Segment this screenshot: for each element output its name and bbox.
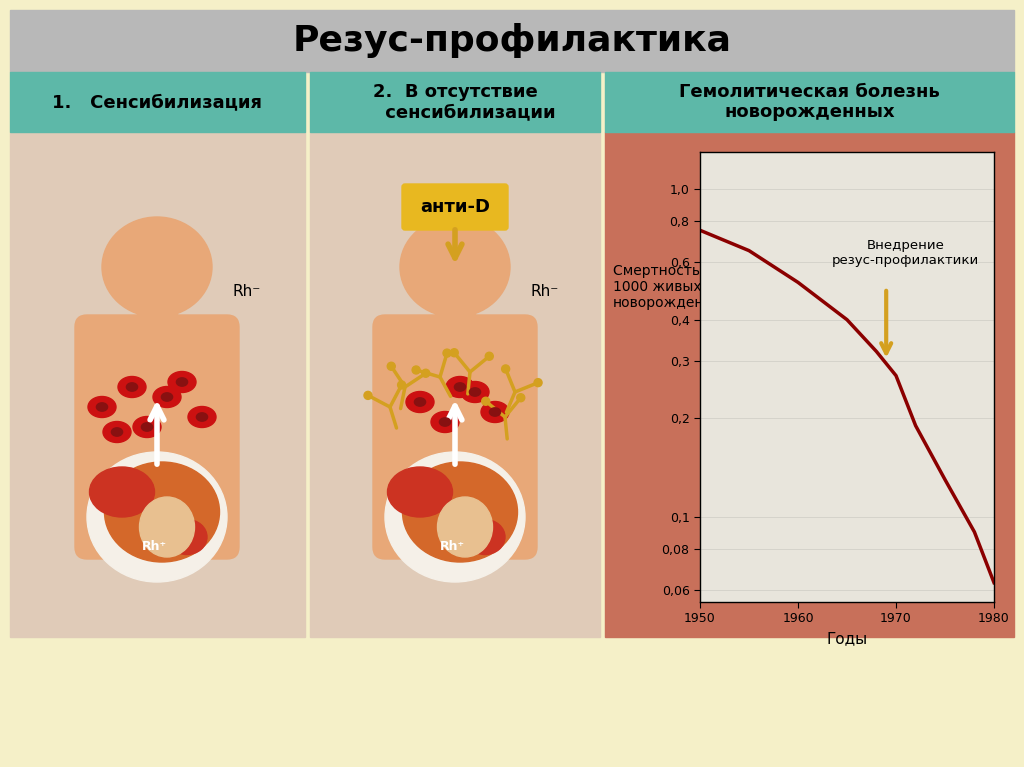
Ellipse shape: [400, 217, 510, 317]
Ellipse shape: [469, 388, 480, 397]
Bar: [137, 307, 177, 337]
Circle shape: [443, 349, 451, 357]
Ellipse shape: [176, 378, 187, 387]
Ellipse shape: [461, 381, 489, 403]
Ellipse shape: [446, 377, 474, 397]
Ellipse shape: [102, 217, 212, 317]
Ellipse shape: [118, 377, 146, 397]
Ellipse shape: [133, 416, 161, 437]
Ellipse shape: [88, 397, 116, 417]
Ellipse shape: [385, 452, 525, 582]
Circle shape: [364, 391, 372, 400]
Ellipse shape: [139, 497, 195, 557]
Ellipse shape: [431, 412, 459, 433]
Circle shape: [502, 365, 510, 373]
Circle shape: [397, 381, 406, 389]
Ellipse shape: [112, 428, 123, 436]
Bar: [605, 72, 1014, 132]
Ellipse shape: [96, 403, 108, 411]
Bar: [10, 10, 1014, 72]
Circle shape: [412, 366, 420, 374]
Text: Rh⁺: Rh⁺: [440, 541, 465, 554]
Text: 1.   Сенсибилизация: 1. Сенсибилизация: [52, 93, 262, 111]
Circle shape: [422, 369, 430, 377]
Ellipse shape: [167, 519, 207, 555]
Bar: [605, 132, 1014, 637]
Text: Гемолитическая болезнь
новорожденных: Гемолитическая болезнь новорожденных: [679, 83, 940, 121]
Ellipse shape: [402, 462, 517, 562]
Ellipse shape: [87, 452, 227, 582]
FancyBboxPatch shape: [402, 184, 508, 230]
Ellipse shape: [406, 391, 434, 413]
Ellipse shape: [439, 418, 451, 426]
Ellipse shape: [162, 393, 173, 401]
Ellipse shape: [489, 408, 501, 416]
Ellipse shape: [103, 422, 131, 443]
Text: Rh⁺: Rh⁺: [142, 541, 167, 554]
Text: Rh⁻: Rh⁻: [232, 285, 260, 299]
Ellipse shape: [89, 467, 155, 517]
Circle shape: [535, 379, 542, 387]
Ellipse shape: [197, 413, 208, 421]
Text: Rh⁻: Rh⁻: [530, 285, 558, 299]
Text: 2.  В отсутствие
     сенсибилизации: 2. В отсутствие сенсибилизации: [354, 83, 556, 121]
Ellipse shape: [168, 371, 196, 393]
Bar: [10, 132, 305, 637]
Bar: [435, 307, 475, 337]
Ellipse shape: [153, 387, 181, 407]
Text: Внедрение
резус-профилактики: Внедрение резус-профилактики: [833, 239, 979, 267]
X-axis label: Годы: Годы: [826, 631, 867, 646]
Text: анти-D: анти-D: [420, 198, 490, 216]
Bar: [10, 72, 305, 132]
Circle shape: [517, 393, 524, 402]
FancyBboxPatch shape: [75, 315, 239, 559]
Bar: [310, 132, 600, 637]
Ellipse shape: [455, 383, 466, 391]
Ellipse shape: [104, 462, 219, 562]
Circle shape: [387, 362, 395, 370]
Ellipse shape: [437, 497, 493, 557]
Ellipse shape: [188, 407, 216, 427]
Circle shape: [481, 397, 489, 405]
Text: Смертность на
1000 живых
новорожденных: Смертность на 1000 живых новорожденных: [613, 264, 733, 310]
Ellipse shape: [465, 519, 505, 555]
Ellipse shape: [481, 401, 509, 423]
Text: Резус-профилактика: Резус-профилактика: [293, 24, 731, 58]
Ellipse shape: [141, 423, 153, 431]
Ellipse shape: [387, 467, 453, 517]
Ellipse shape: [415, 398, 426, 407]
Circle shape: [451, 349, 459, 357]
Circle shape: [485, 352, 494, 360]
Bar: [310, 72, 600, 132]
FancyBboxPatch shape: [373, 315, 537, 559]
Ellipse shape: [126, 383, 137, 391]
